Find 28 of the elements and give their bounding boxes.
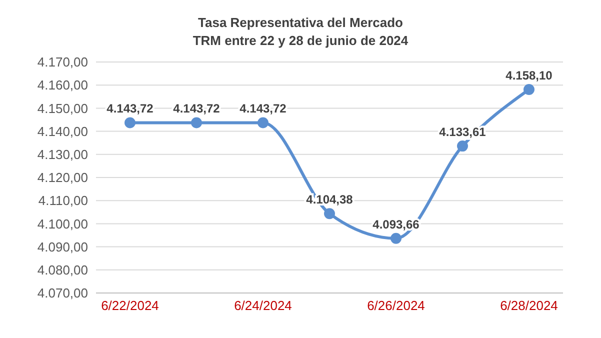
chart-subtitle: TRM entre 22 y 28 de junio de 2024 [192,32,410,50]
y-tick-label: 4.140,00 [37,124,88,139]
point [124,117,136,128]
x-tick-label: 6/28/2024 [500,298,558,314]
y-tick-label: 4.110,00 [38,193,88,208]
point [524,84,534,95]
x-tick-label: 6/22/2024 [101,298,159,314]
y-tick-label: 4.130,00 [37,147,88,162]
y-tick-label: 4.160,00 [37,78,88,93]
y-tick-label: 4.150,00 [37,100,88,116]
y-tick-label: 4.170,00 [37,54,88,70]
point [457,140,468,152]
point [191,117,202,128]
point [324,208,335,220]
data-label: 4.143,72 [106,102,154,116]
y-tick-label: 4.080,00 [37,262,88,278]
data-label: 4.158,10 [506,68,553,82]
point [258,117,268,128]
data-label: 4.143,72 [240,102,287,116]
y-tick-label: 4.120,00 [37,170,88,186]
x-tick-label: 6/26/2024 [367,298,425,314]
point [390,232,402,244]
y-tick-label: 4.070,00 [37,286,88,301]
y-tick-label: 4.090,00 [37,239,88,254]
data-label: 4.143,72 [173,102,220,116]
chart-title: Tasa Representativa del Mercado [197,14,404,32]
y-tick-label: 4.100,00 [37,216,88,232]
x-tick-label: 6/24/2024 [234,298,292,314]
